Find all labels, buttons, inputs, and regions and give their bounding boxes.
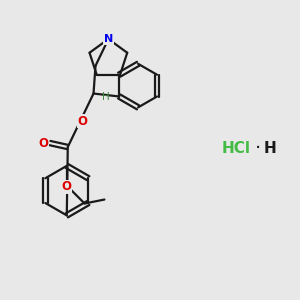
Text: H: H: [264, 140, 277, 155]
Text: O: O: [62, 180, 72, 193]
Text: H: H: [101, 92, 109, 101]
Text: N: N: [104, 34, 113, 44]
Text: HCl: HCl: [221, 140, 250, 155]
Text: O: O: [38, 136, 48, 150]
Text: ·: ·: [255, 139, 261, 158]
Text: O: O: [78, 115, 88, 128]
